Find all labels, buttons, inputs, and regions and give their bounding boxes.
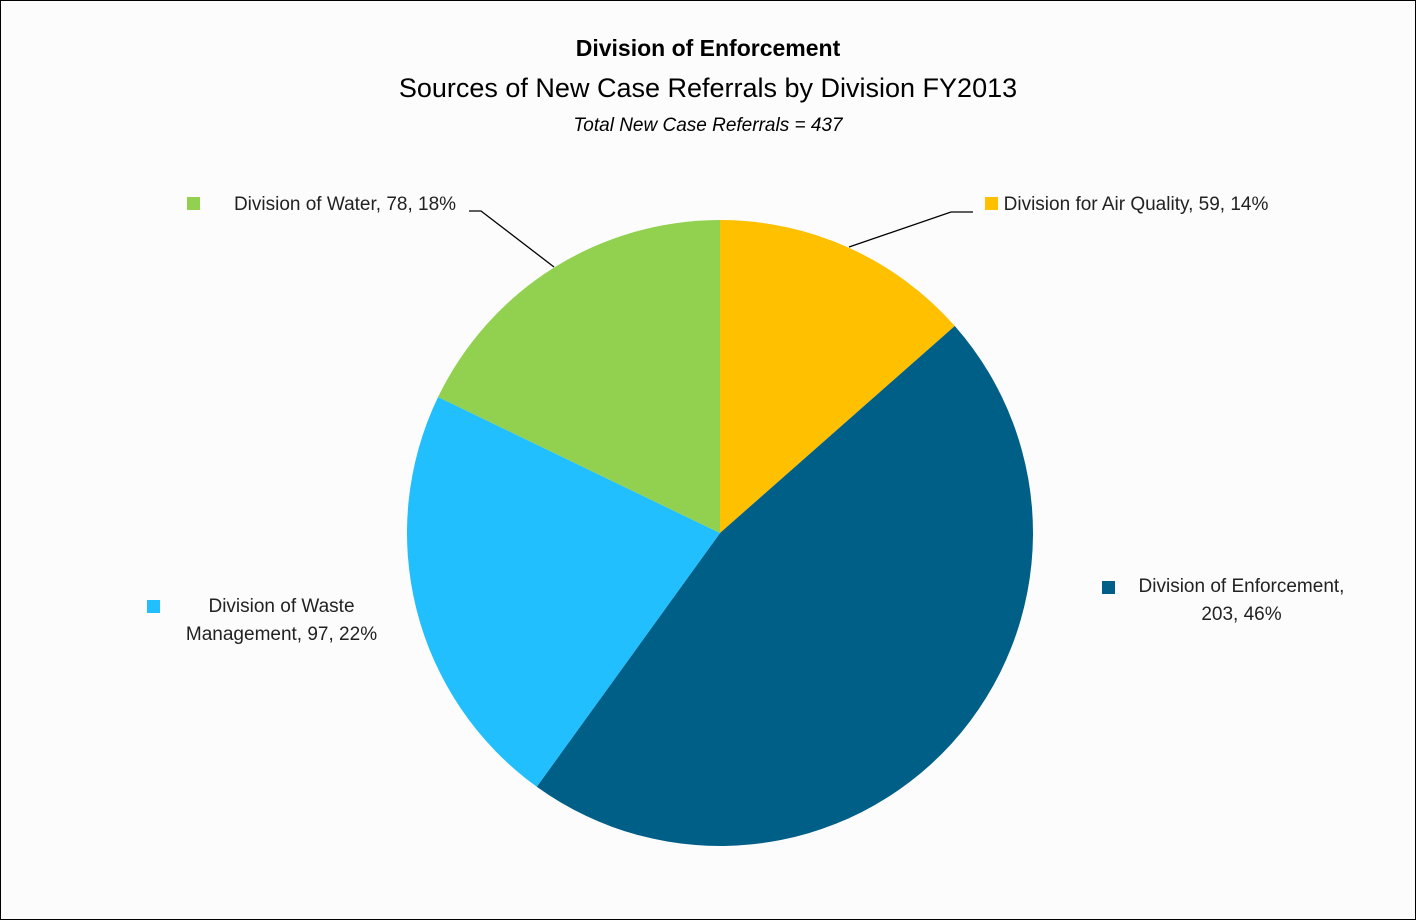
pie-slice	[536, 326, 1033, 846]
label-marker	[1102, 581, 1115, 594]
data-label: Division of Water, 78, 18%	[233, 194, 457, 215]
label-marker	[985, 197, 998, 210]
leader-line	[848, 211, 973, 248]
data-label: Division of Waste Management, 97, 22%	[185, 596, 378, 645]
chart-note: Total New Case Referrals = 437	[573, 115, 843, 136]
pie-slice	[438, 220, 720, 533]
data-label: Division of Enforcement, 203, 46%	[1138, 576, 1345, 625]
pie-slice	[406, 397, 720, 787]
chart-title: Division of Enforcement	[575, 35, 841, 61]
pie-slice	[720, 220, 955, 533]
label-marker	[187, 197, 200, 210]
label-marker	[147, 600, 160, 613]
chart-subtitle: Sources of New Case Referrals by Divisio…	[398, 73, 1018, 103]
leader-line	[469, 210, 555, 268]
data-label: Division for Air Quality, 59, 14%	[1003, 194, 1269, 215]
